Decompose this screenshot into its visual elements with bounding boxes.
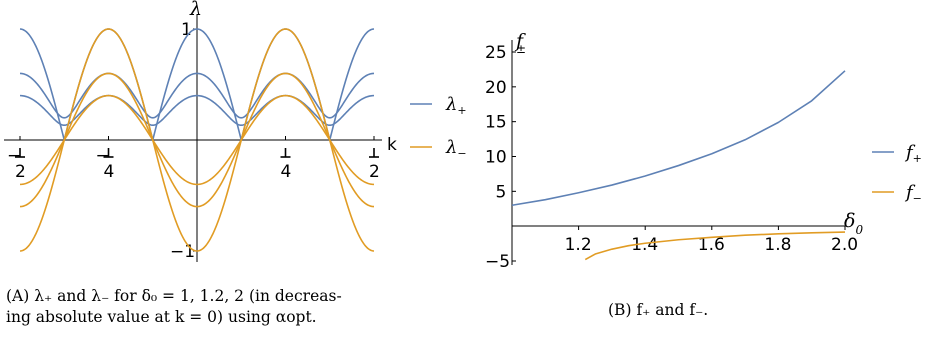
panel-a-y-tick-label: −1 [170, 242, 195, 262]
panel-a-series-lambda-plus-line [19, 94, 375, 127]
panel-a-y-axis-label: λ [189, 0, 202, 20]
legend-f-minus-label: f− [904, 182, 922, 205]
panel-a-series-lambda-plus-line [19, 72, 375, 119]
panel-a-series-lambda-minus-line [19, 28, 375, 252]
panel-a-x-tick-denominator: 4 [104, 162, 115, 182]
caption-b-text: f₊ and f₋. [636, 301, 709, 319]
panel-b-y-tick-label: −5 [485, 252, 510, 272]
panel-b-chart: f± δ0 1.2 1.4 1.6 1.8 2.0 −5 5 10 15 20 25 f+ f− [485, 30, 922, 272]
panel-a-series-lambda-minus-line [19, 72, 375, 208]
caption-a-line1: λ₊ and λ₋ for δ₀ = 1, 1.2, 2 (in decreas… [34, 287, 342, 305]
panel-b-x-tick-label: 2.0 [831, 235, 858, 255]
panel-b-y-tick-label: 25 [485, 43, 507, 63]
panel-a-chart: λ k −2−4 4 2 1−1 λ+ λ− [4, 0, 467, 262]
legend-lambda-plus-label: λ+ [445, 94, 467, 117]
panel-b-x-tick-label: 1.2 [565, 235, 592, 255]
panel-b-x-tick-label: 1.4 [631, 235, 658, 255]
panel-a-y-tick-label: 1 [181, 20, 192, 40]
panel-a-x-tick-sign: − [7, 146, 21, 166]
caption-a-label: (A) [6, 287, 30, 305]
panel-a-x-tick-denominator: 4 [281, 162, 292, 182]
panel-b-y-tick-label: 10 [485, 148, 507, 168]
panel-b-series-f-plus-line [511, 70, 846, 207]
caption-b-label: (B) [608, 301, 632, 319]
panel-b-series-f-minus-line [584, 231, 846, 261]
caption-a: (A) λ₊ and λ₋ for δ₀ = 1, 1.2, 2 (in dec… [6, 286, 396, 328]
panel-b-x-tick-label: 1.6 [698, 235, 725, 255]
panel-b-y-axis-label: f± [514, 30, 526, 56]
panel-a-x-axis-label: k [387, 135, 397, 155]
panel-b-x-axis-label: δ0 [844, 210, 863, 237]
caption-b: (B) f₊ and f₋. [608, 300, 708, 321]
panel-a-series-lambda-minus-line [19, 94, 375, 186]
panel-a-x-tick-sign: − [96, 146, 110, 166]
panel-b-x-tick-label: 1.8 [764, 235, 791, 255]
panel-a-x-tick-denominator: 2 [369, 162, 380, 182]
caption-a-line2: ing absolute value at k = 0) using αopt. [6, 308, 317, 326]
legend-f-plus-label: f+ [904, 142, 922, 165]
legend-lambda-minus-label: λ− [445, 137, 467, 160]
panel-a-x-tick-denominator: 2 [15, 162, 26, 182]
panel-b-y-tick-label: 15 [485, 113, 507, 133]
panel-b-y-tick-label: 20 [485, 78, 507, 98]
panel-b-y-tick-label: 5 [496, 182, 507, 202]
